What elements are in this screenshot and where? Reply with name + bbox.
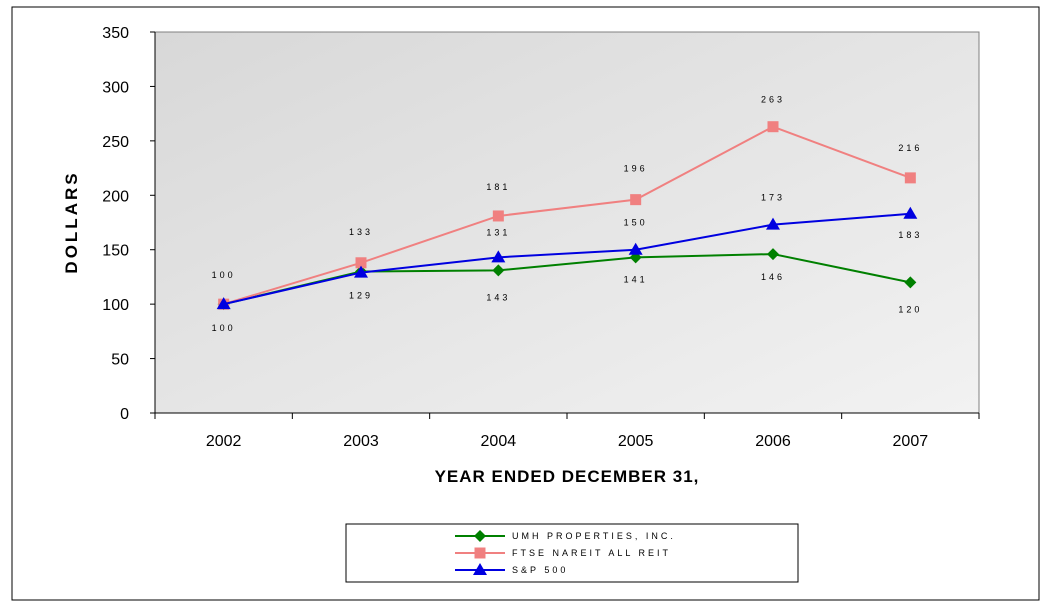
y-tick-label: 100 bbox=[102, 297, 129, 314]
legend-item: FTSE NAREIT ALL REIT bbox=[455, 547, 671, 559]
x-tick-label: 2007 bbox=[893, 433, 929, 450]
data-label: 100 bbox=[212, 323, 236, 333]
data-point-square bbox=[904, 172, 916, 184]
y-axis-title: DOLLARS bbox=[62, 170, 81, 273]
x-tick-label: 2003 bbox=[343, 433, 379, 450]
y-axis: 0 50 100 150 200 250 300 350 bbox=[102, 25, 156, 423]
data-point-square bbox=[492, 210, 504, 222]
legend-label: S&P 500 bbox=[512, 565, 568, 575]
data-point-diamond bbox=[767, 248, 779, 261]
legend-label: FTSE NAREIT ALL REIT bbox=[512, 548, 671, 558]
data-label: 120 bbox=[898, 304, 922, 314]
x-tick-label: 2002 bbox=[206, 433, 242, 450]
y-tick-label: 50 bbox=[111, 352, 129, 369]
data-label: 216 bbox=[898, 143, 922, 153]
data-label: 183 bbox=[898, 230, 922, 240]
data-label: 181 bbox=[486, 182, 510, 192]
data-point-diamond bbox=[492, 264, 505, 277]
data-label: 143 bbox=[486, 292, 510, 302]
y-tick-label: 300 bbox=[102, 79, 129, 96]
data-label: 196 bbox=[624, 164, 648, 174]
legend-marker-diamond bbox=[474, 530, 486, 542]
y-tick-label: 150 bbox=[102, 243, 129, 260]
legend-marker-triangle bbox=[473, 563, 487, 575]
data-label: 129 bbox=[349, 291, 373, 301]
data-point-triangle bbox=[903, 206, 918, 219]
legend-item: S&P 500 bbox=[455, 563, 568, 575]
data-point-triangle bbox=[354, 265, 368, 278]
y-tick-label: 0 bbox=[120, 406, 129, 423]
legend: UMH PROPERTIES, INC. FTSE NAREIT ALL REIT… bbox=[345, 523, 799, 583]
data-point-square bbox=[630, 194, 642, 206]
legend-box bbox=[345, 523, 799, 583]
x-axis: 2002 2003 2004 2005 2006 2007 bbox=[154, 412, 980, 450]
data-labels: 143 141 146 120 100 133 181 196 263 216 100 129 131 1… bbox=[212, 95, 922, 333]
series-line bbox=[223, 125, 911, 306]
data-point-square bbox=[355, 257, 367, 269]
data-point-triangle bbox=[491, 250, 506, 263]
data-label: 173 bbox=[761, 193, 785, 203]
y-tick-label: 350 bbox=[102, 25, 129, 42]
x-tick-label: 2005 bbox=[618, 433, 654, 450]
data-point-triangle bbox=[216, 297, 231, 310]
x-tick-label: 2004 bbox=[481, 433, 517, 450]
data-point-square bbox=[767, 121, 779, 133]
x-tick-label: 2006 bbox=[755, 433, 791, 450]
legend-marker-square bbox=[474, 547, 486, 559]
legend-item: UMH PROPERTIES, INC. bbox=[455, 530, 676, 542]
data-point-diamond bbox=[904, 276, 917, 289]
y-tick-label: 250 bbox=[102, 134, 129, 151]
data-label: 146 bbox=[761, 272, 785, 282]
x-axis-title: YEAR ENDED DECEMBER 31, bbox=[435, 467, 700, 486]
data-label: 131 bbox=[486, 227, 510, 237]
series-2 bbox=[216, 206, 918, 310]
y-tick-label: 200 bbox=[102, 188, 129, 205]
data-label: 141 bbox=[624, 274, 648, 284]
plot-area bbox=[154, 31, 980, 414]
data-label: 263 bbox=[761, 95, 785, 105]
data-point-triangle bbox=[766, 217, 780, 230]
series-layer bbox=[216, 121, 918, 311]
data-label: 150 bbox=[624, 218, 648, 228]
data-label: 133 bbox=[349, 227, 373, 237]
legend-label: UMH PROPERTIES, INC. bbox=[512, 531, 676, 541]
data-point-triangle bbox=[628, 242, 643, 255]
data-label: 100 bbox=[212, 270, 236, 280]
series-line bbox=[223, 212, 911, 306]
